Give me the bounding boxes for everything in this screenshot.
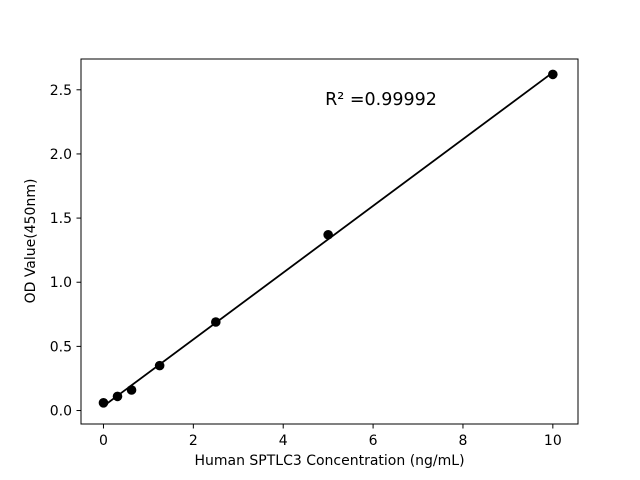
data-point xyxy=(323,229,333,240)
x-tick-label: 10 xyxy=(544,433,562,449)
r-squared-annotation: R² =0.99992 xyxy=(325,90,437,110)
data-point xyxy=(211,317,221,327)
data-point xyxy=(98,398,109,408)
x-tick-label: 0 xyxy=(99,433,108,449)
y-tick-label: 1.5 xyxy=(50,211,72,227)
y-tick-label: 1.0 xyxy=(50,275,72,291)
plot-frame xyxy=(80,58,579,425)
y-tick-label: 2.5 xyxy=(50,83,72,99)
data-point xyxy=(154,360,165,371)
x-tick-label: 4 xyxy=(279,433,288,449)
x-tick-label: 8 xyxy=(459,433,468,449)
data-point xyxy=(112,391,123,402)
x-axis-label: Human SPTLC3 Concentration (ng/mL) xyxy=(194,453,465,469)
y-tick-label: 0.5 xyxy=(50,339,72,355)
y-tick-label: 0.0 xyxy=(50,404,72,420)
x-tick-label: 6 xyxy=(369,433,378,449)
data-point xyxy=(548,69,558,80)
x-tick-label: 2 xyxy=(189,433,198,449)
data-point xyxy=(126,385,137,395)
y-axis-label: OD Value(450nm) xyxy=(23,178,39,304)
y-tick-label: 2.0 xyxy=(50,147,72,163)
